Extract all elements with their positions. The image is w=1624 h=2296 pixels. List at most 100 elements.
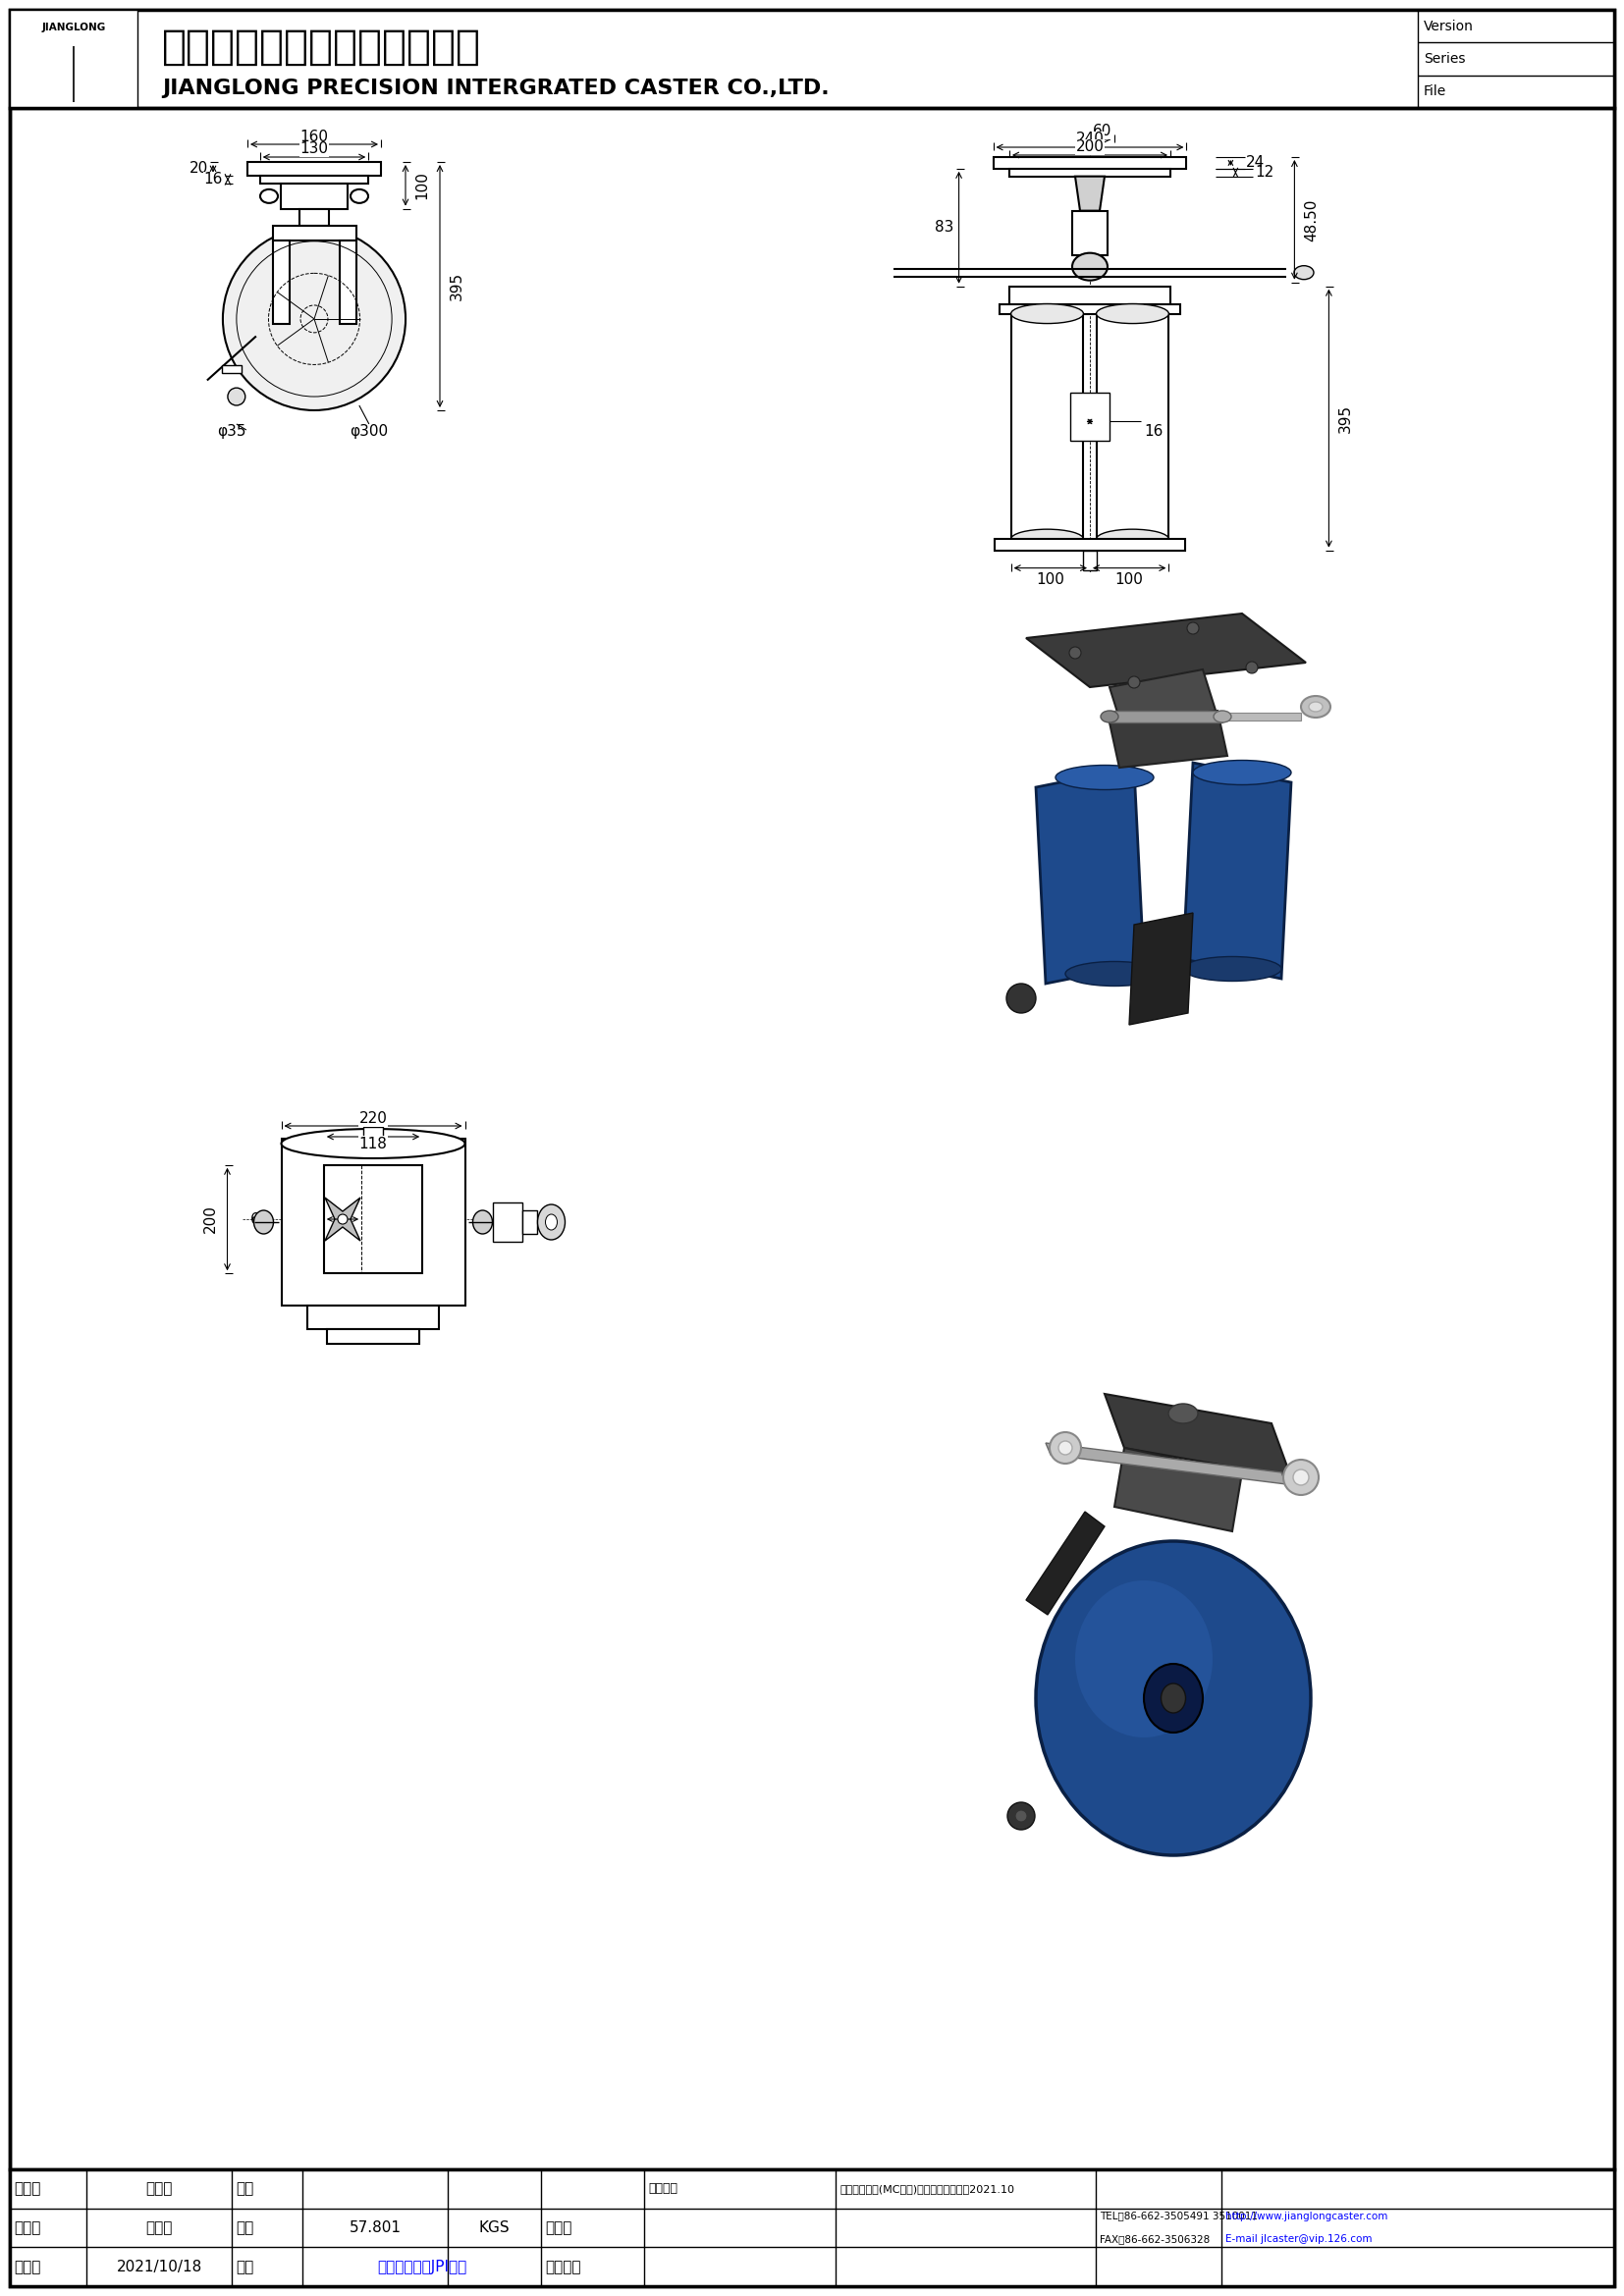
Bar — [492, 1203, 521, 1242]
Text: JIANGLONG PRECISION INTERGRATED CASTER CO.,LTD.: JIANGLONG PRECISION INTERGRATED CASTER C… — [162, 78, 830, 99]
Ellipse shape — [260, 188, 278, 202]
Circle shape — [1007, 1802, 1034, 1830]
Text: KGS: KGS — [479, 2220, 510, 2234]
Bar — [339, 241, 356, 324]
Ellipse shape — [1036, 1541, 1311, 1855]
Text: 标准: 标准 — [235, 2259, 253, 2273]
Text: 超重型集装筱(MC尼龙)双刹车活动脚轮（2021.10: 超重型集装筱(MC尼龙)双刹车活动脚轮（2021.10 — [840, 2183, 1015, 2193]
Text: 技术支持: 技术支持 — [546, 2259, 581, 2273]
Text: 设计：: 设计： — [13, 2181, 41, 2197]
Bar — [994, 540, 1186, 551]
Bar — [273, 241, 289, 324]
Polygon shape — [1026, 1511, 1104, 1614]
Circle shape — [227, 388, 245, 406]
Bar — [281, 184, 348, 209]
Bar — [1223, 712, 1301, 721]
Polygon shape — [1046, 1442, 1286, 1483]
Polygon shape — [1114, 1449, 1242, 1531]
Text: 100: 100 — [414, 172, 430, 200]
Text: 材料: 材料 — [235, 2181, 253, 2197]
Ellipse shape — [1184, 957, 1281, 980]
Bar — [999, 303, 1181, 315]
Bar — [1109, 712, 1223, 723]
Circle shape — [1187, 622, 1199, 634]
Bar — [10, 9, 138, 108]
Circle shape — [222, 227, 406, 411]
Ellipse shape — [1294, 266, 1314, 280]
Text: Series: Series — [1424, 53, 1465, 67]
Text: FAX：86-662-3506328: FAX：86-662-3506328 — [1099, 2234, 1210, 2245]
Text: 48.50: 48.50 — [1304, 197, 1319, 241]
Circle shape — [1129, 677, 1140, 689]
Ellipse shape — [1096, 303, 1169, 324]
Text: 陈春江: 陈春江 — [146, 2181, 172, 2197]
Bar — [323, 1164, 422, 1274]
Bar — [10, 2170, 1614, 2287]
Text: 240: 240 — [1075, 133, 1104, 147]
Ellipse shape — [1168, 1403, 1199, 1424]
Bar — [260, 174, 369, 184]
Circle shape — [1069, 647, 1082, 659]
Text: 16: 16 — [203, 172, 222, 186]
Text: 24: 24 — [1246, 156, 1265, 170]
Bar — [10, 108, 1614, 2170]
Ellipse shape — [473, 1210, 492, 1233]
Polygon shape — [1109, 712, 1228, 767]
Text: 陈创福: 陈创福 — [146, 2220, 172, 2234]
Ellipse shape — [281, 1130, 464, 1157]
Text: 130: 130 — [300, 142, 328, 156]
Text: E-mail jlcaster@vip.126.com: E-mail jlcaster@vip.126.com — [1226, 2234, 1372, 2245]
Ellipse shape — [1301, 696, 1330, 719]
Text: 2021/10/18: 2021/10/18 — [117, 2259, 201, 2273]
Ellipse shape — [253, 1210, 273, 1233]
Text: TEL：86-662-3505491 3510011: TEL：86-662-3505491 3510011 — [1099, 2211, 1257, 2220]
Ellipse shape — [1012, 530, 1083, 549]
Polygon shape — [1026, 613, 1306, 687]
Ellipse shape — [1143, 1665, 1203, 1733]
Text: 江龙精密转动JPI专利: 江龙精密转动JPI专利 — [377, 2259, 466, 2273]
Text: 200: 200 — [203, 1205, 218, 1233]
Bar — [299, 209, 328, 225]
Text: 100: 100 — [1116, 572, 1143, 588]
Bar — [222, 365, 242, 374]
Text: φ300: φ300 — [349, 425, 388, 439]
Text: 83: 83 — [935, 220, 953, 234]
Text: 文件名称: 文件名称 — [648, 2183, 677, 2195]
Bar — [1083, 551, 1096, 569]
Ellipse shape — [1056, 765, 1153, 790]
Bar — [364, 1127, 383, 1141]
Bar — [994, 156, 1187, 168]
Text: 220: 220 — [359, 1111, 387, 1127]
Circle shape — [1246, 661, 1257, 673]
Polygon shape — [325, 1199, 361, 1240]
Polygon shape — [1075, 177, 1104, 211]
Text: 200: 200 — [1075, 140, 1104, 154]
Circle shape — [1049, 1433, 1082, 1463]
Text: 重量: 重量 — [235, 2220, 253, 2234]
Polygon shape — [1104, 1394, 1291, 1476]
Bar — [247, 163, 382, 174]
Bar — [307, 1306, 438, 1329]
Text: φ35: φ35 — [218, 425, 247, 439]
Text: 16: 16 — [1143, 425, 1163, 439]
Ellipse shape — [1072, 253, 1108, 280]
Ellipse shape — [1012, 303, 1083, 324]
Polygon shape — [1036, 767, 1143, 983]
Bar — [521, 1210, 536, 1233]
Text: http://www.jianglongcaster.com: http://www.jianglongcaster.com — [1226, 2211, 1389, 2220]
Ellipse shape — [1161, 1683, 1186, 1713]
Text: 60: 60 — [1093, 124, 1111, 138]
Ellipse shape — [351, 188, 369, 202]
Ellipse shape — [1101, 712, 1119, 723]
Bar — [1012, 315, 1083, 540]
Bar — [281, 1139, 464, 1306]
Ellipse shape — [546, 1215, 557, 1231]
Ellipse shape — [1065, 962, 1163, 985]
Text: JIANGLONG: JIANGLONG — [42, 23, 106, 32]
Bar — [1010, 287, 1171, 303]
Polygon shape — [1184, 762, 1291, 978]
Text: 12: 12 — [1255, 165, 1275, 179]
Text: 审核：: 审核： — [13, 2220, 41, 2234]
Text: 日期：: 日期： — [13, 2259, 41, 2273]
Text: 阳江市江龙精密脚轮有限公司: 阳江市江龙精密脚轮有限公司 — [162, 28, 481, 67]
